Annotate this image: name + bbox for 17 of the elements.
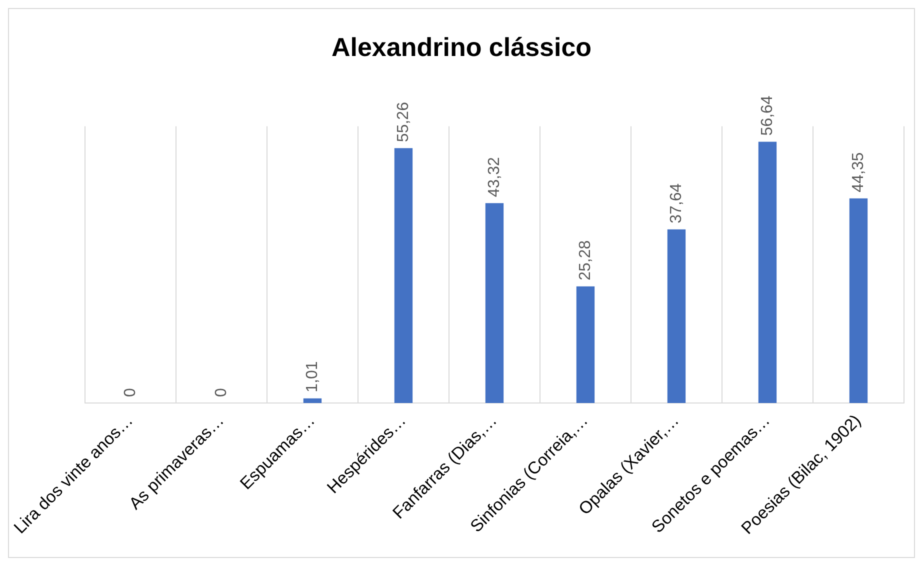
data-label: 37,64	[668, 183, 685, 224]
bar	[667, 229, 686, 403]
chart-title: Alexandrino clássico	[331, 32, 592, 62]
data-label: 1,01	[304, 361, 321, 392]
data-label: 56,64	[758, 96, 776, 136]
data-label: 0	[122, 388, 139, 397]
bar	[394, 148, 413, 403]
data-label: 55,26	[394, 102, 412, 142]
bar	[849, 198, 868, 403]
bar	[576, 286, 595, 403]
bar	[758, 142, 777, 403]
data-label: 0	[212, 388, 230, 397]
bar	[303, 398, 322, 403]
bar	[485, 203, 504, 403]
data-label: 43,32	[486, 157, 503, 198]
data-label: 44,35	[850, 152, 867, 192]
data-label: 25,28	[576, 240, 594, 280]
